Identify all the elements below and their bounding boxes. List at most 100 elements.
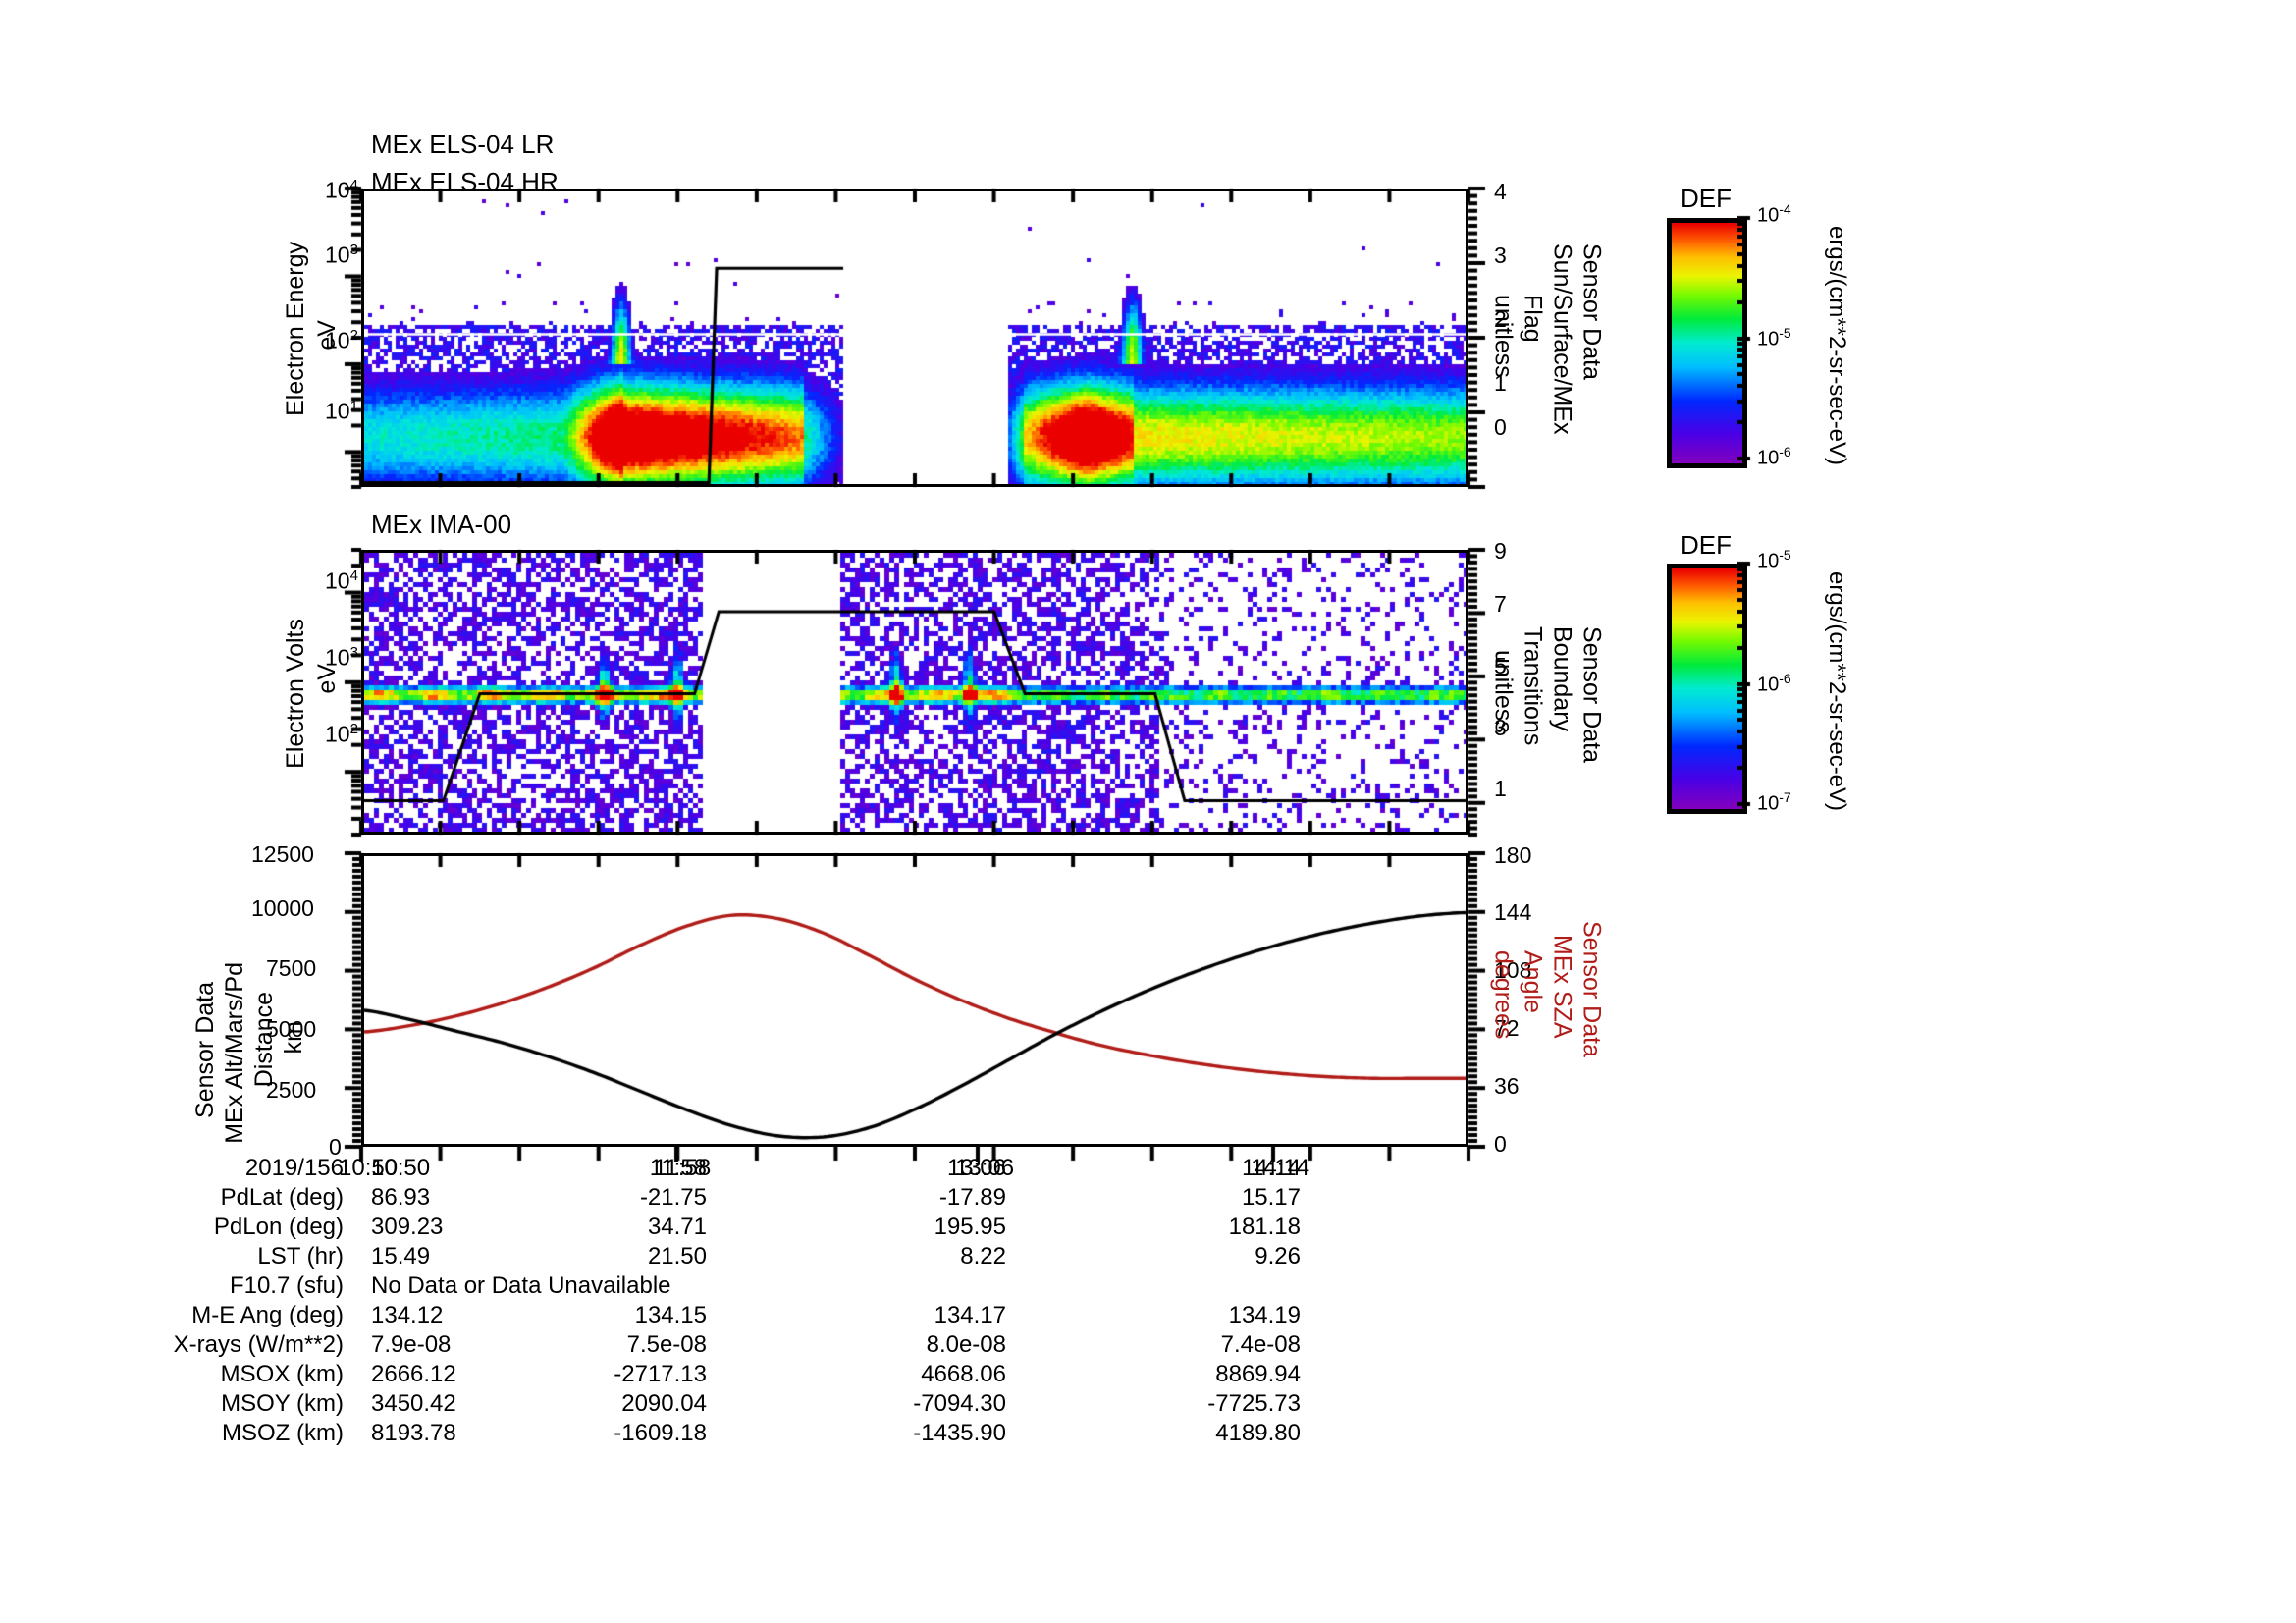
colorbar-1-tick-canvas [1737, 211, 1767, 468]
panel-1-tick-canvas [334, 177, 1502, 501]
table-cell: 309.23 [371, 1214, 444, 1240]
table-cell: 34.71 [647, 1214, 707, 1240]
table-cell: -21.75 [639, 1184, 707, 1211]
panel-3-right-axis-label-line1: Sensor Data [1577, 921, 1606, 1057]
table-row-label: X-rays (W/m**2) [173, 1331, 344, 1358]
table-cell: -1435.90 [913, 1420, 1006, 1446]
table-cell: 9.26 [1255, 1243, 1301, 1270]
table-row-label: F10.7 (sfu) [229, 1272, 344, 1299]
colorbar-1-bot-label: 10-6 [1757, 444, 1791, 469]
panel-3-ltick-5000: 5000 [266, 1016, 317, 1042]
panel-3-rtick-180: 180 [1494, 842, 1532, 868]
table-row-label: LST (hr) [257, 1243, 344, 1270]
table-cell: 2666.12 [371, 1361, 456, 1387]
table-cell: 181.18 [1228, 1214, 1301, 1240]
table-cell: 2090.04 [621, 1390, 707, 1417]
colorbar-2-gradient [1672, 568, 1742, 809]
panel-1-rtick-3: 3 [1494, 243, 1507, 268]
table-row-label: PdLat (deg) [220, 1184, 344, 1211]
panel-3-rtick-72: 72 [1494, 1015, 1520, 1041]
panel-3-rtick-0: 0 [1494, 1131, 1507, 1157]
table-cell: 8.22 [960, 1243, 1006, 1270]
panel-2-right-axis-label-line2: Boundary [1548, 626, 1576, 732]
panel-2-y-axis-label: Electron Volts [282, 619, 309, 769]
colorbar-2-unit-label: ergs/(cm**2-sr-sec-eV) [1824, 571, 1850, 812]
panel-1-title-lr: MEx ELS-04 LR [371, 130, 555, 159]
table-cell: 8869.94 [1215, 1361, 1301, 1387]
panel-1-rtick-1: 1 [1494, 370, 1507, 396]
panel-2-tick-canvas [334, 538, 1502, 848]
panel-1-right-axis-label-line2: Sun/Surface/MEx [1548, 243, 1576, 435]
table-row-label: 2019/156 [244, 1155, 344, 1181]
table-cell: 7.4e-08 [1220, 1331, 1301, 1358]
table-cell: -1609.18 [614, 1420, 707, 1446]
colorbar-1-gradient [1672, 223, 1742, 463]
panel-3-right-axis-label-line3: Angle [1519, 950, 1547, 1013]
panel-3-tick-canvas [334, 842, 1502, 1162]
panel-1-y-axis-label-line1: Electron Energy [282, 242, 309, 416]
panel-3-left-axis-label-line2: MEx Alt/Mars/Pd [221, 962, 248, 1144]
panel-3-ltick-7500: 7500 [266, 955, 317, 981]
panel-1-right-axis-label-line1: Sensor Data [1577, 243, 1606, 380]
xtick-label-3: 14:14 [1251, 1155, 1310, 1181]
panel-2-rtick-1: 1 [1494, 776, 1507, 801]
table-cell: 134.12 [371, 1302, 444, 1328]
xtick-label-1: 11:58 [654, 1155, 712, 1181]
table-cell: 134.19 [1228, 1302, 1301, 1328]
table-cell: 3450.42 [371, 1390, 456, 1417]
table-cell: 15.17 [1241, 1184, 1301, 1211]
colorbar-2-tick-canvas [1737, 557, 1767, 814]
table-cell: 14:14 [1241, 1155, 1301, 1181]
panel-3-ltick-12500: 12500 [251, 841, 314, 867]
panel-2-rtick-3: 3 [1494, 715, 1507, 740]
panel-2-rtick-5: 5 [1494, 653, 1507, 678]
table-cell: 134.15 [634, 1302, 707, 1328]
xtick-label-0: 10:50 [339, 1155, 399, 1181]
panel-2-right-axis-label-line1: Sensor Data [1577, 626, 1606, 763]
table-cell: -7094.30 [913, 1390, 1006, 1417]
panel-1-rtick-0: 0 [1494, 414, 1507, 440]
table-cell: 4668.06 [921, 1361, 1006, 1387]
panel-2-right-axis-label-line4: unitless [1489, 650, 1518, 733]
panel-3-right-axis-label-line2: MEx SZA [1548, 935, 1576, 1039]
table-cell: 8193.78 [371, 1420, 456, 1446]
table-row-label: MSOX (km) [220, 1361, 344, 1387]
panel-3-ltick-2500: 2500 [266, 1077, 317, 1103]
table-row-label: PdLon (deg) [213, 1214, 344, 1240]
panel-3-rtick-144: 144 [1494, 899, 1532, 925]
table-cell: No Data or Data Unavailable [371, 1272, 671, 1299]
table-cell: 10:50 [371, 1155, 431, 1181]
panel-1-y-axis-label: Electron Energy [282, 242, 309, 416]
panel-2-title: MEx IMA-00 [371, 510, 512, 539]
table-cell: 4189.80 [1215, 1420, 1301, 1446]
table-cell: 7.5e-08 [626, 1331, 707, 1358]
table-cell: -17.89 [938, 1184, 1006, 1211]
colorbar-1-frame [1667, 218, 1747, 468]
colorbar-2-mid-label: 10-6 [1757, 671, 1791, 696]
table-cell: -7725.73 [1207, 1390, 1301, 1417]
colorbar-1-top-label: 10-4 [1757, 201, 1791, 227]
table-cell: 21.50 [647, 1243, 707, 1270]
panel-3-left-axis-label-line1: Sensor Data [191, 982, 219, 1118]
table-cell: 7.9e-08 [371, 1331, 452, 1358]
panel-3-ltick-10000: 10000 [251, 895, 314, 921]
panel-1-right-axis-label-line3: Flag [1519, 295, 1547, 343]
panel-1-rtick-4: 4 [1494, 179, 1507, 204]
table-cell: 8.0e-08 [926, 1331, 1006, 1358]
table-row-label: MSOY (km) [221, 1390, 344, 1417]
panel-3-rtick-36: 36 [1494, 1073, 1520, 1099]
table-cell: 195.95 [934, 1214, 1006, 1240]
colorbar-1-unit-label: ergs/(cm**2-sr-sec-eV) [1824, 226, 1850, 466]
colorbar-2-frame [1667, 564, 1747, 814]
colorbar-2-bot-label: 10-7 [1757, 789, 1791, 815]
table-cell: 86.93 [371, 1184, 431, 1211]
xtick-label-2: 13:06 [955, 1155, 1015, 1181]
table-cell: 11:58 [649, 1155, 707, 1181]
table-cell: 15.49 [371, 1243, 431, 1270]
colorbar-2-top-label: 10-5 [1757, 547, 1791, 572]
table-cell: 134.17 [934, 1302, 1006, 1328]
table-cell: 13:06 [946, 1155, 1006, 1181]
table-row-label: M-E Ang (deg) [191, 1302, 344, 1328]
colorbar-2-title: DEF [1681, 530, 1732, 560]
table-cell: -2717.13 [614, 1361, 707, 1387]
